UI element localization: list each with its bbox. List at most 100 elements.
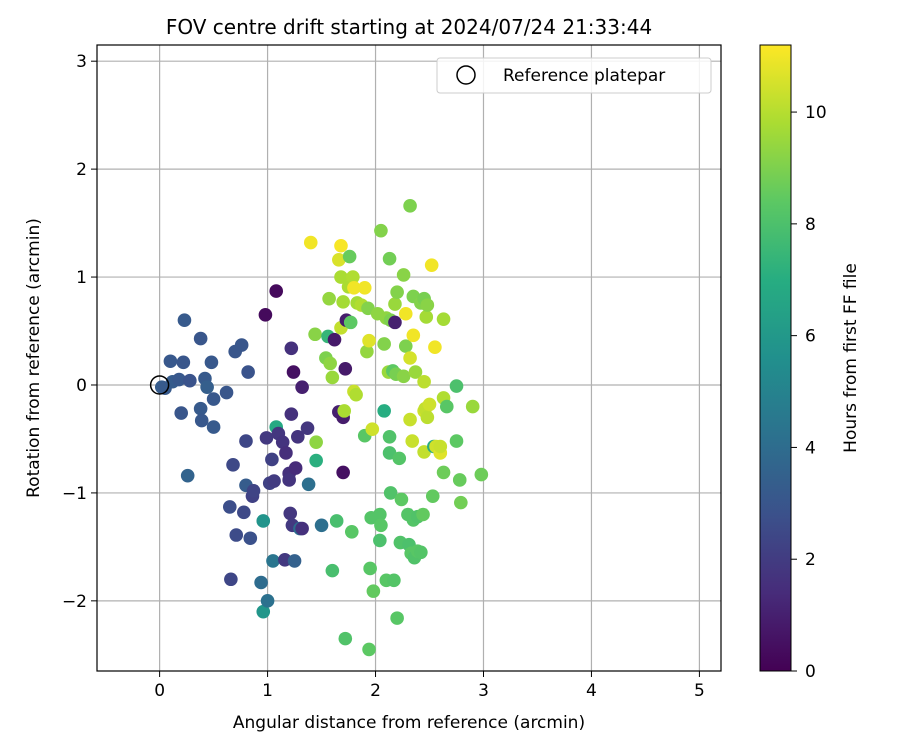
data-point <box>246 483 261 498</box>
data-point <box>219 385 234 400</box>
colorbar-label: Hours from first FF file <box>841 263 861 453</box>
data-point <box>342 249 357 264</box>
y-axis-ticks: −2 −1 0 1 2 3 <box>62 52 97 612</box>
data-point <box>347 281 361 295</box>
data-point <box>269 284 284 298</box>
data-point <box>180 468 195 483</box>
data-point <box>398 306 413 321</box>
data-point <box>439 399 454 414</box>
x-tick-label: 5 <box>694 681 705 701</box>
data-point <box>303 235 318 250</box>
data-point <box>194 413 209 428</box>
grid-lines <box>97 45 721 671</box>
data-point <box>226 458 240 472</box>
data-point <box>436 465 451 480</box>
data-point <box>382 251 397 266</box>
data-point <box>295 521 309 536</box>
data-point <box>327 332 342 347</box>
data-point <box>334 270 348 284</box>
colorbar-tick-label: 0 <box>805 662 816 682</box>
data-point <box>183 373 197 388</box>
data-point <box>449 379 464 393</box>
data-point <box>193 331 208 346</box>
data-point <box>284 407 299 421</box>
data-point <box>172 372 186 387</box>
data-point <box>337 404 352 418</box>
colorbar-tick-label: 10 <box>805 103 827 123</box>
data-point <box>388 297 402 311</box>
data-point <box>334 238 348 253</box>
data-point <box>452 473 467 487</box>
data-point <box>259 431 274 445</box>
data-point <box>403 412 417 427</box>
data-point <box>206 420 221 434</box>
data-point <box>322 291 336 306</box>
plot-area <box>96 44 722 672</box>
data-point <box>323 356 337 371</box>
data-point <box>284 341 299 356</box>
data-point <box>416 507 430 522</box>
colorbar-tick-label: 2 <box>805 550 816 570</box>
data-point <box>374 223 388 238</box>
data-point <box>256 604 271 619</box>
data-point <box>204 355 219 370</box>
y-tick-label: 2 <box>76 160 87 180</box>
reference-platepar-marker <box>149 375 170 395</box>
x-tick-label: 1 <box>262 681 273 701</box>
x-axis-ticks: 0 1 2 3 4 5 <box>154 671 705 701</box>
data-point <box>267 474 281 488</box>
x-tick-label: 0 <box>154 681 165 701</box>
data-point <box>265 452 279 467</box>
data-point <box>366 584 381 598</box>
data-point <box>390 611 404 625</box>
data-point <box>433 439 448 454</box>
data-point <box>373 533 387 548</box>
data-point <box>301 477 316 492</box>
data-point <box>405 434 420 448</box>
data-point <box>325 370 340 385</box>
x-tick-label: 2 <box>370 681 381 701</box>
x-tick-label: 4 <box>586 681 597 701</box>
data-point <box>394 492 409 507</box>
legend-entry-reference: Reference platepar <box>503 66 665 86</box>
data-point <box>275 435 290 449</box>
data-point <box>390 285 404 299</box>
data-point <box>373 507 387 522</box>
y-tick-label: 3 <box>76 52 87 72</box>
data-point <box>362 642 376 657</box>
data-point <box>398 339 413 353</box>
data-point <box>309 453 323 468</box>
data-point <box>256 514 271 528</box>
data-point <box>309 435 323 449</box>
data-point <box>241 365 255 379</box>
data-point <box>200 380 214 394</box>
y-tick-label: 0 <box>76 376 87 396</box>
data-point <box>295 380 309 394</box>
y-tick-label: 1 <box>76 268 87 288</box>
data-point <box>336 295 350 309</box>
y-axis-label: Rotation from reference (arcmin) <box>24 218 44 498</box>
colorbar: 0 2 4 6 8 10 Hours from first FF file <box>759 44 861 682</box>
data-point <box>338 361 353 376</box>
data-point <box>417 374 431 389</box>
data-point <box>362 333 376 348</box>
data-point <box>283 506 298 521</box>
data-point <box>424 258 439 272</box>
colorbar-tick-label: 6 <box>805 327 816 347</box>
data-point <box>329 514 344 528</box>
data-point <box>174 406 189 420</box>
data-point <box>396 369 411 384</box>
data-point <box>308 327 322 342</box>
data-point <box>425 489 440 503</box>
data-point <box>286 365 301 379</box>
data-point <box>406 328 421 343</box>
y-tick-label: −2 <box>62 592 87 612</box>
data-point <box>279 446 293 460</box>
data-point <box>229 528 244 542</box>
data-point <box>449 434 464 448</box>
data-point <box>237 505 251 520</box>
data-point <box>465 399 480 414</box>
data-point <box>454 495 468 510</box>
data-point <box>288 461 303 475</box>
x-axis-label: Angular distance from reference (arcmin) <box>233 713 585 733</box>
